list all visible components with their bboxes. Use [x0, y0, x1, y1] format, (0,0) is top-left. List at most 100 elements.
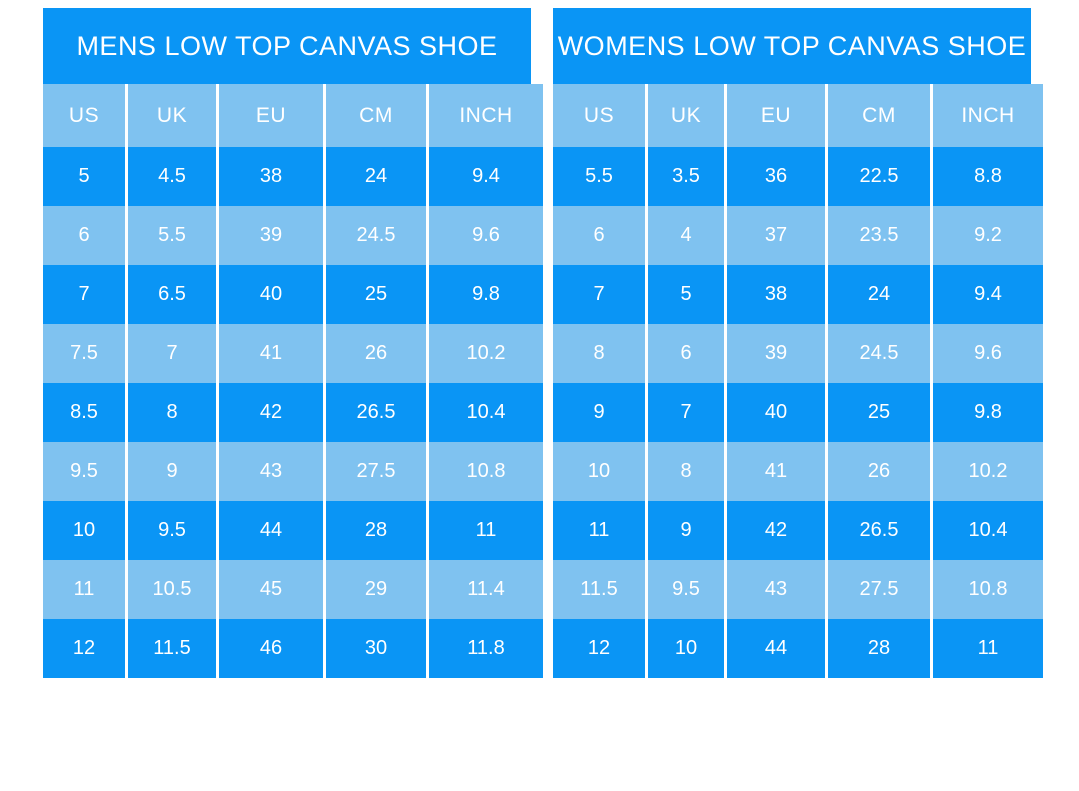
- column-header-row: US UK EU CM INCH: [43, 84, 543, 147]
- table-cell: 24.5: [323, 206, 428, 265]
- table-cell: 11: [426, 501, 543, 560]
- table-cell: 7: [43, 265, 127, 324]
- table-cell: 11.5: [553, 560, 647, 619]
- table-row: 12 10 44 28 11: [553, 619, 1043, 678]
- table-row: 11 10.5 45 29 11.4: [43, 560, 543, 619]
- table-cell: 11: [43, 560, 127, 619]
- table-row: 12 11.5 46 30 11.8: [43, 619, 543, 678]
- table-cell: 4: [645, 206, 726, 265]
- table-row: 5.5 3.5 36 22.5 8.8: [553, 147, 1043, 206]
- table-row: 8 6 39 24.5 9.6: [553, 324, 1043, 383]
- table-cell: 26.5: [323, 383, 428, 442]
- table-row: 11 9 42 26.5 10.4: [553, 501, 1043, 560]
- table-cell: 38: [724, 265, 827, 324]
- table-cell: 10.2: [930, 442, 1043, 501]
- table-cell: 10.4: [930, 501, 1043, 560]
- table-cell: 38: [216, 147, 325, 206]
- table-row: 6 5.5 39 24.5 9.6: [43, 206, 543, 265]
- table-cell: 8: [553, 324, 647, 383]
- table-cell: 46: [216, 619, 325, 678]
- table-cell: 11.5: [125, 619, 218, 678]
- table-cell: 26: [323, 324, 428, 383]
- table-cell: 10.2: [426, 324, 543, 383]
- table-cell: 22.5: [825, 147, 932, 206]
- table-row: 10 9.5 44 28 11: [43, 501, 543, 560]
- mens-size-chart: MENS LOW TOP CANVAS SHOE US UK EU CM INCH 5 4.…: [43, 8, 543, 678]
- table-row: 6 4 37 23.5 9.2: [553, 206, 1043, 265]
- table-row: 7 5 38 24 9.4: [553, 265, 1043, 324]
- table-cell: 9.5: [43, 442, 127, 501]
- table-cell: 11.8: [426, 619, 543, 678]
- table-cell: 9.4: [930, 265, 1043, 324]
- table-row: 8.5 8 42 26.5 10.4: [43, 383, 543, 442]
- table-cell: 6: [43, 206, 127, 265]
- table-cell: 11: [930, 619, 1043, 678]
- table-cell: 9: [125, 442, 218, 501]
- table-cell: 5: [645, 265, 726, 324]
- table-cell: 42: [724, 501, 827, 560]
- table-cell: 9: [645, 501, 726, 560]
- table-cell: 9.5: [125, 501, 218, 560]
- table-cell: 11: [553, 501, 647, 560]
- table-cell: 4.5: [125, 147, 218, 206]
- table-row: 10 8 41 26 10.2: [553, 442, 1043, 501]
- table-cell: 43: [216, 442, 325, 501]
- table-cell: 44: [216, 501, 325, 560]
- table-cell: 10: [43, 501, 127, 560]
- table-cell: 12: [43, 619, 127, 678]
- column-header: UK: [125, 84, 218, 147]
- table-cell: 8.5: [43, 383, 127, 442]
- column-header: US: [43, 84, 127, 147]
- table-cell: 23.5: [825, 206, 932, 265]
- table-row: 7.5 7 41 26 10.2: [43, 324, 543, 383]
- table-cell: 9.4: [426, 147, 543, 206]
- table-cell: 26.5: [825, 501, 932, 560]
- table-cell: 3.5: [645, 147, 726, 206]
- womens-size-chart: WOMENS LOW TOP CANVAS SHOE US UK EU CM INCH 5…: [553, 8, 1043, 678]
- table-row: 11.5 9.5 43 27.5 10.8: [553, 560, 1043, 619]
- table-cell: 7: [645, 383, 726, 442]
- size-charts-container: MENS LOW TOP CANVAS SHOE US UK EU CM INCH 5 4.…: [43, 8, 1043, 678]
- table-cell: 8: [645, 442, 726, 501]
- table-cell: 10.8: [426, 442, 543, 501]
- table-cell: 24: [323, 147, 428, 206]
- table-cell: 36: [724, 147, 827, 206]
- womens-chart-title: WOMENS LOW TOP CANVAS SHOE: [553, 8, 1031, 84]
- table-cell: 11.4: [426, 560, 543, 619]
- table-row: 9.5 9 43 27.5 10.8: [43, 442, 543, 501]
- table-cell: 6: [553, 206, 647, 265]
- table-cell: 6: [645, 324, 726, 383]
- table-cell: 24.5: [825, 324, 932, 383]
- table-cell: 39: [724, 324, 827, 383]
- column-header: INCH: [930, 84, 1043, 147]
- table-cell: 42: [216, 383, 325, 442]
- mens-size-table: US UK EU CM INCH 5 4.5 38 24 9.4 6 5.5 39 24.5 9.6 7 6.5…: [43, 84, 543, 678]
- table-cell: 24: [825, 265, 932, 324]
- table-cell: 6.5: [125, 265, 218, 324]
- table-cell: 45: [216, 560, 325, 619]
- column-header: EU: [216, 84, 325, 147]
- table-cell: 27.5: [825, 560, 932, 619]
- table-cell: 40: [216, 265, 325, 324]
- table-cell: 43: [724, 560, 827, 619]
- column-header-row: US UK EU CM INCH: [553, 84, 1043, 147]
- table-row: 7 6.5 40 25 9.8: [43, 265, 543, 324]
- table-cell: 37: [724, 206, 827, 265]
- table-cell: 9.6: [930, 324, 1043, 383]
- table-row: 9 7 40 25 9.8: [553, 383, 1043, 442]
- mens-chart-title: MENS LOW TOP CANVAS SHOE: [43, 8, 531, 84]
- table-cell: 25: [825, 383, 932, 442]
- table-cell: 7: [553, 265, 647, 324]
- table-cell: 40: [724, 383, 827, 442]
- table-cell: 10: [645, 619, 726, 678]
- table-cell: 10.8: [930, 560, 1043, 619]
- table-cell: 41: [216, 324, 325, 383]
- table-cell: 9.2: [930, 206, 1043, 265]
- table-cell: 39: [216, 206, 325, 265]
- column-header: INCH: [426, 84, 543, 147]
- column-header: UK: [645, 84, 726, 147]
- table-cell: 8.8: [930, 147, 1043, 206]
- table-cell: 41: [724, 442, 827, 501]
- table-cell: 5.5: [553, 147, 647, 206]
